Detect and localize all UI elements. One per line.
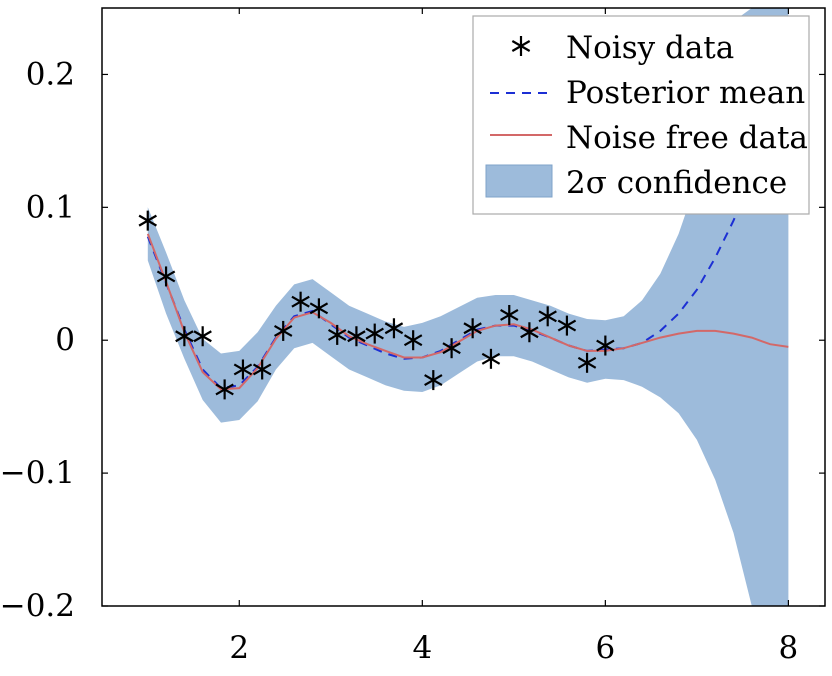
data-point (577, 352, 597, 373)
data-point (403, 330, 423, 351)
legend: Noisy data Posterior mean Noise free data 2… (472, 15, 810, 215)
confidence-band (147, 8, 789, 606)
data-point (273, 320, 293, 341)
legend-item: Noisy data (511, 30, 734, 66)
data-point (309, 298, 329, 319)
data-point (252, 359, 272, 380)
data-point (520, 322, 539, 343)
data-point (327, 324, 347, 345)
noise-free-line (146, 233, 789, 391)
x-tick-label: 6 (595, 630, 615, 666)
data-point (481, 348, 501, 369)
y-tick-label: 0.1 (26, 189, 75, 225)
plot-frame (101, 7, 826, 607)
data-point (557, 315, 577, 336)
axis-ticks: 2 4 6 8 −0.2 −0.1 0 0.1 0.2 (0, 8, 825, 666)
legend-area-icon (485, 164, 553, 198)
y-tick-label: 0 (55, 322, 75, 358)
legend-item: Noise free data (490, 120, 808, 156)
data-point (193, 326, 212, 347)
y-tick-label: −0.1 (0, 455, 75, 491)
data-point (463, 318, 482, 339)
posterior-mean-line (146, 67, 790, 390)
confidence-area-layer (147, 8, 789, 606)
x-tick-label: 4 (412, 630, 432, 666)
data-point (538, 306, 557, 327)
legend-item: 2σ confidence (485, 164, 787, 201)
noisy-data-markers (138, 210, 615, 400)
data-point (442, 338, 461, 359)
data-point (596, 335, 615, 356)
x-tick-label: 2 (229, 630, 249, 666)
data-point (347, 326, 366, 347)
data-point (215, 379, 234, 400)
data-point (175, 326, 194, 347)
data-point (424, 370, 443, 391)
y-tick-label: −0.2 (0, 588, 75, 624)
data-point (291, 291, 310, 312)
data-point (500, 304, 519, 325)
y-tick-label: 0.2 (26, 56, 75, 92)
legend-label: Noisy data (566, 30, 734, 66)
data-point (365, 323, 384, 344)
legend-label: Noise free data (566, 120, 808, 156)
data-point (384, 318, 404, 339)
line-layer (146, 67, 790, 391)
data-point (156, 266, 176, 287)
data-point (233, 359, 253, 380)
data-point (138, 210, 157, 231)
legend-label: Posterior mean (566, 75, 805, 111)
legend-item: Posterior mean (490, 75, 805, 111)
legend-star-icon (511, 36, 531, 56)
x-tick-label: 8 (779, 630, 799, 666)
legend-label: 2σ confidence (566, 165, 787, 201)
